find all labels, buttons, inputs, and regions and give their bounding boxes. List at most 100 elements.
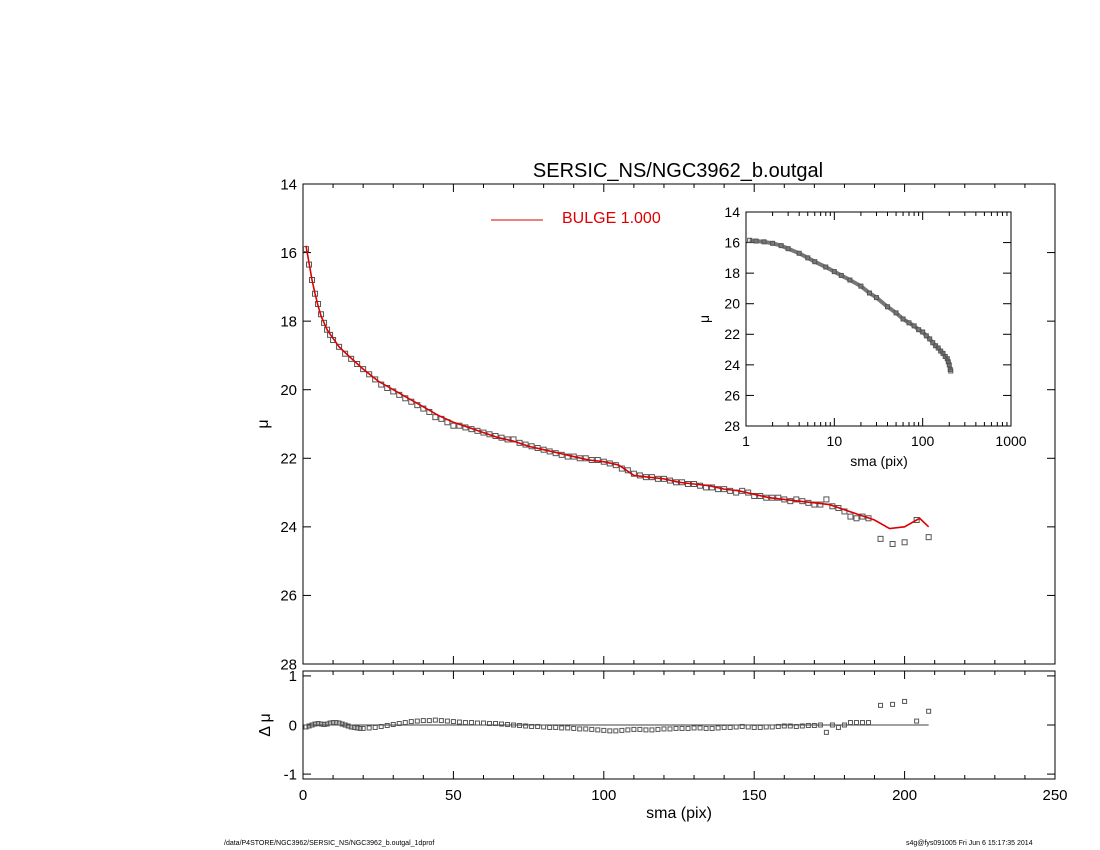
data-point — [309, 722, 315, 728]
data-point — [823, 729, 829, 735]
data-point — [841, 722, 847, 728]
data-point — [625, 727, 631, 733]
data-point — [327, 720, 333, 726]
data-point — [390, 722, 396, 728]
y-tick-label: 16 — [724, 234, 740, 250]
data-point — [925, 534, 932, 541]
data-point — [384, 722, 390, 728]
data-point — [480, 429, 487, 436]
footer-file-path: /data/P4STORE/NGC3962/SERSIC_NS/NGC3962_… — [224, 840, 435, 847]
data-point — [781, 723, 787, 729]
inset-data-points — [747, 237, 954, 374]
data-point — [885, 304, 891, 310]
data-point — [324, 326, 331, 333]
data-point — [541, 724, 547, 730]
data-point — [342, 350, 349, 357]
y-tick-label: 20 — [724, 296, 740, 312]
data-point — [796, 250, 802, 256]
data-point — [357, 725, 363, 731]
main-y-ticks: 14 16 18 20 22 24 26 28 — [280, 176, 1055, 673]
data-point — [378, 723, 384, 729]
data-point — [408, 719, 414, 725]
data-point — [462, 720, 468, 726]
data-point — [835, 724, 841, 730]
data-point — [757, 724, 763, 730]
data-point — [589, 726, 595, 732]
data-point — [817, 722, 823, 728]
data-point — [613, 728, 619, 734]
data-point — [893, 310, 899, 316]
main-x-ticks — [302, 184, 1056, 664]
data-point — [679, 725, 685, 731]
inset-y-axis-label: μ — [696, 315, 712, 323]
data-point — [312, 721, 318, 727]
data-point — [721, 724, 727, 730]
data-point — [805, 722, 811, 728]
data-point — [930, 340, 936, 346]
data-point — [902, 698, 908, 704]
data-point — [685, 725, 691, 731]
data-point — [775, 723, 781, 729]
data-point — [745, 724, 751, 730]
data-point — [631, 726, 637, 732]
data-point — [799, 723, 805, 729]
data-point — [751, 724, 757, 730]
data-point — [420, 718, 426, 724]
data-point — [637, 726, 643, 732]
data-point — [787, 723, 793, 729]
main-y-axis-label: μ — [255, 419, 272, 428]
data-point — [565, 725, 571, 731]
y-tick-label: 26 — [280, 588, 297, 605]
data-point — [655, 726, 661, 732]
y-tick-label: 14 — [280, 176, 297, 193]
x-tick-label: 1 — [742, 433, 750, 449]
data-point — [847, 277, 853, 283]
data-point — [847, 513, 854, 520]
data-point — [770, 240, 776, 246]
data-point — [354, 361, 361, 367]
main-plot-frame — [302, 183, 1056, 665]
data-point — [336, 720, 342, 726]
data-point — [948, 368, 954, 374]
y-tick-label: 0 — [289, 717, 297, 734]
data-point — [396, 721, 402, 727]
data-point — [372, 724, 378, 730]
main-profile-panel: SERSIC_NS/NGC3962_b.outgal 14 16 18 20 22 24 2… — [255, 160, 1056, 673]
data-point — [345, 723, 351, 729]
data-point — [793, 496, 800, 503]
legend: BULGE 1.000 — [491, 210, 661, 227]
data-point — [351, 724, 357, 730]
data-point — [474, 720, 480, 726]
data-point — [823, 264, 829, 270]
data-point — [853, 720, 859, 726]
data-point — [342, 722, 348, 728]
data-point — [697, 725, 703, 731]
data-point — [315, 721, 321, 727]
y-tick-label: -1 — [284, 766, 297, 783]
data-point — [303, 724, 309, 730]
data-point — [853, 515, 860, 522]
data-point — [920, 329, 926, 335]
x-tick-label: 100 — [591, 787, 616, 804]
data-point — [763, 724, 769, 730]
data-point — [348, 724, 354, 730]
data-point — [547, 724, 553, 730]
data-point — [733, 724, 739, 730]
data-point — [900, 316, 906, 322]
data-point — [785, 246, 791, 252]
data-point — [911, 323, 917, 329]
data-point — [812, 259, 818, 265]
data-point — [480, 720, 486, 726]
data-point — [667, 726, 673, 732]
data-point — [432, 414, 439, 421]
model-curve — [305, 245, 930, 530]
data-point — [450, 422, 457, 429]
x-tick-label: 10 — [827, 433, 843, 449]
data-point — [661, 726, 667, 732]
data-point — [877, 535, 884, 542]
y-tick-label: 22 — [280, 451, 297, 468]
residual-y-axis-label: Δ μ — [257, 713, 274, 736]
data-point — [559, 725, 565, 731]
y-tick-label: 18 — [724, 265, 740, 281]
